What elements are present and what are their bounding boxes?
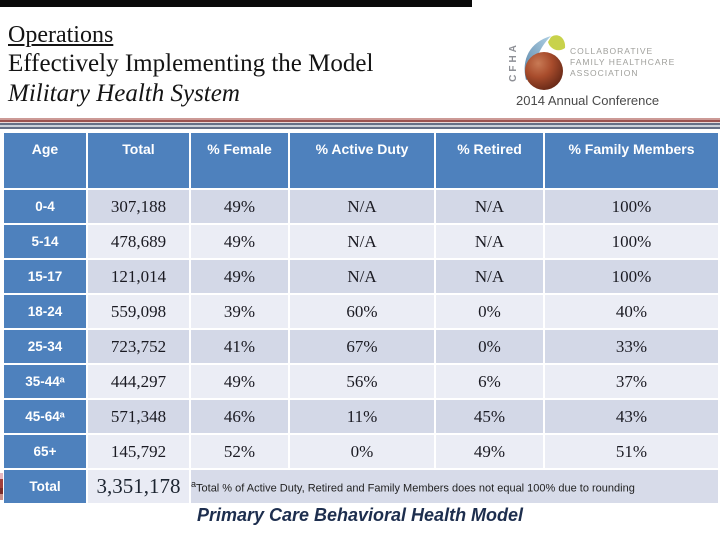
family-cell: 100% [543,188,720,225]
title-divider-rule [0,117,720,130]
female-cell: 49% [189,188,290,225]
org-line-association: ASSOCIATION [570,67,639,78]
active-cell: N/A [288,258,436,295]
family-cell: 43% [543,398,720,435]
total-cell: 145,792 [86,433,191,470]
family-cell: 100% [543,258,720,295]
retired-cell: 0% [434,328,545,365]
table-row: 5-14 478,689 49% N/A N/A 100% [2,223,720,260]
footnote-cell: aTotal % of Active Duty, Retired and Fam… [189,468,720,505]
retired-cell: 45% [434,398,545,435]
retired-cell: 6% [434,363,545,400]
female-cell: 49% [189,363,290,400]
age-cell: 65+ [2,433,88,470]
cfha-logo: CFHA COLLABORATIVE FAMILY HEALTHCARE ASS… [506,34,682,108]
age-cell: 18-24 [2,293,88,330]
total-cell: 571,348 [86,398,191,435]
active-cell: 67% [288,328,436,365]
cfha-logo-mark-icon [524,35,566,90]
table-row: 15-17 121,014 49% N/A N/A 100% [2,258,720,295]
header-active-duty: % Active Duty [288,131,436,190]
total-cell: 559,098 [86,293,191,330]
table-row: 35-44ᵃ 444,297 49% 56% 6% 37% [2,363,720,400]
table-header-row: Age Total % Female % Active Duty % Retir… [2,131,720,190]
active-cell: N/A [288,223,436,260]
slide-title-block: Operations Effectively Implementing the … [8,21,373,108]
age-cell: 25-34 [2,328,88,365]
footnote-text: Total % of Active Duty, Retired and Fami… [196,482,635,495]
table-row: 0-4 307,188 49% N/A N/A 100% [2,188,720,225]
header-total: Total [86,131,191,190]
retired-cell: N/A [434,188,545,225]
age-cell: 45-64ᵃ [2,398,88,435]
female-cell: 49% [189,223,290,260]
title-operations: Operations [8,22,114,48]
family-cell: 33% [543,328,720,365]
active-cell: 56% [288,363,436,400]
family-cell: 100% [543,223,720,260]
retired-cell: N/A [434,258,545,295]
title-military-health-system: Military Health System [8,80,240,107]
conference-label: 2014 Annual Conference [516,93,660,108]
family-cell: 40% [543,293,720,330]
org-name-block: COLLABORATIVE FAMILY HEALTHCARE ASSOCIAT… [570,46,675,79]
female-cell: 46% [189,398,290,435]
retired-cell: 0% [434,293,545,330]
header-family-members: % Family Members [543,131,720,190]
grand-total-cell: 3,351,178 [86,468,191,505]
total-cell: 723,752 [86,328,191,365]
age-cell: 5-14 [2,223,88,260]
retired-cell: 49% [434,433,545,470]
org-line-family-healthcare: FAMILY HEALTHCARE [570,56,676,67]
retired-cell: N/A [434,223,545,260]
header-female: % Female [189,131,290,190]
left-edge-artifact [0,473,3,500]
age-cell: 0-4 [2,188,88,225]
female-cell: 41% [189,328,290,365]
family-cell: 51% [543,433,720,470]
table-row: 18-24 559,098 39% 60% 0% 40% [2,293,720,330]
table-total-row: Total 3,351,178 aTotal % of Active Duty,… [2,468,720,505]
age-cell: 35-44ᵃ [2,363,88,400]
female-cell: 39% [189,293,290,330]
total-cell: 444,297 [86,363,191,400]
title-subtitle: Effectively Implementing the Model [8,50,374,77]
table-row: 25-34 723,752 41% 67% 0% 33% [2,328,720,365]
age-cell: 15-17 [2,258,88,295]
table-row: 65+ 145,792 52% 0% 49% 51% [2,433,720,470]
active-cell: 11% [288,398,436,435]
cfha-logo-row: CFHA COLLABORATIVE FAMILY HEALTHCARE ASS… [506,34,682,90]
header-age: Age [2,131,88,190]
total-cell: 121,014 [86,258,191,295]
table-row: 45-64ᵃ 571,348 46% 11% 45% 43% [2,398,720,435]
cfha-acronym-vertical: CFHA [507,42,519,82]
footnote-superscript: a [191,478,197,489]
active-cell: 60% [288,293,436,330]
total-cell: 307,188 [86,188,191,225]
active-cell: N/A [288,188,436,225]
female-cell: 49% [189,258,290,295]
slide-caption: Primary Care Behavioral Health Model [196,505,524,525]
header-retired: % Retired [434,131,545,190]
top-edge-bar [0,0,472,7]
total-label-cell: Total [2,468,88,505]
mhs-demographics-table: Age Total % Female % Active Duty % Retir… [2,131,720,505]
active-cell: 0% [288,433,436,470]
family-cell: 37% [543,363,720,400]
org-line-collaborative: COLLABORATIVE [570,45,654,56]
female-cell: 52% [189,433,290,470]
total-cell: 478,689 [86,223,191,260]
